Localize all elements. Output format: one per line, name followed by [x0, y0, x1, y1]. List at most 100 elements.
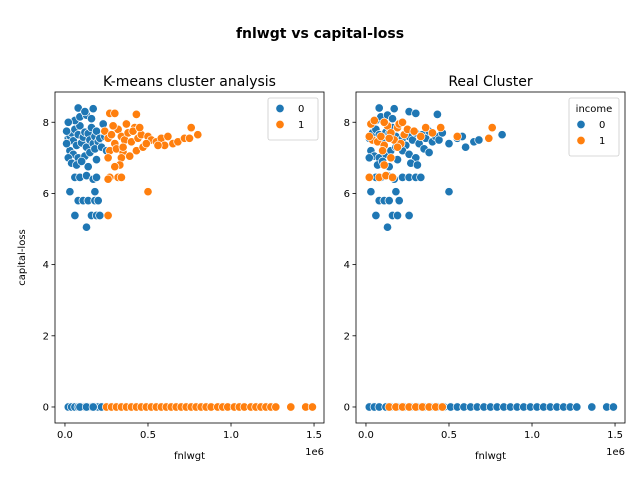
data-point [474, 135, 484, 145]
data-point [384, 196, 394, 206]
data-point [103, 153, 113, 163]
data-point [77, 156, 87, 166]
data-point [387, 172, 398, 182]
series-1 [364, 115, 497, 412]
subplot-2: Real Cluster 0.0 0.5 1.0 1.5 0 2 4 6 8 fnlwgt 1e6 in… [344, 74, 626, 462]
data-point [62, 126, 72, 136]
data-point [427, 128, 437, 138]
data-point [404, 210, 414, 221]
data-point [392, 142, 403, 152]
data-point [371, 210, 381, 221]
x-tick-label: 0.0 [57, 430, 73, 441]
data-point [421, 123, 431, 133]
data-point [88, 104, 98, 114]
data-point [436, 123, 446, 133]
data-point [93, 196, 103, 206]
data-point [374, 103, 384, 113]
data-point [95, 210, 105, 221]
data-point [163, 131, 173, 142]
scatter-points [62, 103, 317, 412]
legend-label: 1 [298, 120, 304, 131]
data-point [186, 123, 196, 133]
y-tick-label: 0 [344, 402, 350, 413]
data-point [461, 142, 471, 152]
legend: income 0 1 [568, 97, 620, 157]
data-point [394, 196, 404, 206]
data-point [484, 133, 494, 143]
legend-title: income [576, 104, 613, 115]
data-point [364, 131, 374, 142]
data-point [608, 402, 618, 412]
data-point [497, 130, 507, 140]
data-point [386, 153, 396, 163]
data-point [63, 117, 73, 127]
data-point [110, 108, 120, 118]
data-point [391, 187, 401, 197]
subplot-1: K-means cluster analysis 0.0 0.5 1.0 1.5 0 2 4 6… [17, 74, 325, 462]
legend-marker [576, 119, 586, 130]
data-point [411, 108, 421, 118]
legend-label: 0 [298, 104, 304, 115]
y-tick-label: 6 [43, 189, 49, 200]
data-point [572, 402, 582, 412]
x-offset-label: 1e6 [606, 447, 625, 458]
data-point [379, 117, 389, 127]
data-point [62, 139, 72, 149]
data-point [103, 210, 113, 221]
legend-box [267, 97, 319, 141]
data-point [392, 210, 403, 221]
data-point [81, 222, 92, 232]
data-point [118, 142, 128, 152]
legend: 01 [267, 97, 319, 141]
data-point [379, 160, 389, 170]
data-point [91, 155, 102, 165]
data-point [409, 126, 419, 136]
data-point [70, 210, 80, 221]
data-point [141, 139, 151, 149]
data-point [376, 131, 386, 142]
data-point [143, 187, 153, 197]
data-point [369, 115, 379, 126]
data-point [103, 174, 113, 184]
subplot-panels: K-means cluster analysis 0.0 0.5 1.0 1.5 0 2 4 6… [17, 74, 626, 462]
data-point [364, 153, 374, 163]
legend-marker [275, 103, 285, 114]
data-point [444, 187, 454, 197]
series-1 [100, 108, 317, 412]
data-point [286, 402, 296, 412]
data-point [65, 187, 75, 197]
data-point [366, 187, 376, 197]
y-tick-label: 0 [43, 402, 49, 413]
axes-frame [54, 91, 325, 424]
x-tick-label: 0.5 [140, 430, 156, 441]
data-point [91, 172, 102, 182]
y-tick-label: 8 [344, 118, 350, 129]
x-tick-label: 1.0 [524, 430, 540, 441]
x-offset-label: 1e6 [305, 447, 324, 458]
y-tick-label: 6 [344, 189, 350, 200]
data-point [416, 131, 426, 142]
y-tick-label: 2 [344, 331, 350, 342]
x-axis-label: fnlwgt [174, 451, 205, 462]
data-point [83, 162, 93, 172]
data-point [193, 130, 203, 140]
legend-label: 0 [599, 120, 605, 131]
data-point [397, 117, 408, 127]
data-point [106, 130, 117, 140]
data-point [271, 402, 281, 412]
x-tick-label: 0.0 [358, 430, 374, 441]
data-point [382, 222, 393, 232]
data-point [110, 162, 120, 172]
x-tick-label: 1.5 [607, 430, 623, 441]
data-point [364, 172, 374, 182]
data-point [86, 114, 97, 124]
data-point [184, 133, 195, 143]
data-point [389, 104, 399, 114]
y-tick-label: 4 [43, 260, 49, 271]
x-tick-label: 1.0 [223, 430, 239, 441]
data-point [587, 402, 597, 412]
data-point [444, 139, 454, 149]
data-point [378, 146, 388, 156]
data-point [116, 172, 126, 182]
